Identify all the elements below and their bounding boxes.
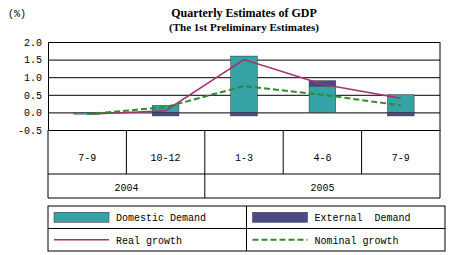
y-axis: -0.5 0.0 0.5 1.0 1.5 2.0 [18,38,440,137]
x-tick-label: 7-9 [78,153,96,164]
x-tick: 4-6 [313,153,331,164]
frame-line [48,130,49,198]
bar [231,56,258,112]
plot-area [74,56,414,116]
y-tick-label: 1.5 [24,55,42,66]
grid-line [48,42,440,43]
x-tick-label: 4-6 [313,153,331,164]
y-tick-label: 0.5 [24,91,42,102]
category-frame [48,130,440,198]
y-axis-line [49,43,441,131]
x-tick: 10-12 [151,153,181,164]
frame-line [48,198,440,199]
group-label: 2004 [114,183,138,194]
legend-swatch [253,212,308,222]
frame-line [204,130,205,198]
legend-divider [48,228,445,229]
legend-item: Nominal growth [253,236,399,247]
frame-line [361,130,362,174]
y-tick-label: 0.0 [24,108,42,119]
bar-series [74,56,414,114]
grid-line [48,130,440,131]
x-axis-line [49,130,441,131]
bar [309,86,336,112]
frame-line [48,174,440,175]
plot-frame [440,42,441,130]
x-tick: 7-9 [78,153,96,164]
bar-series [152,81,414,116]
frame-line [126,130,127,174]
legend-label: Domestic Demand [116,213,206,224]
bar [231,112,258,116]
subtitle: (The 1st Preliminary Estimates) [169,21,319,34]
legend-item: Domestic Demand [54,212,206,224]
line [87,86,401,114]
legend-item: Real growth [54,236,182,247]
y-tick-label: 1.0 [24,73,42,84]
title: Quarterly Estimates of GDP [171,6,317,20]
y-tick-label: 2.0 [24,38,42,49]
legend-label: Nominal growth [315,236,399,247]
y-tick-label: -0.5 [18,126,42,137]
chart: Quarterly Estimates of GDP(The 1st Preli… [0,0,449,255]
legend: Domestic Demand External Demand Real growt… [48,206,445,251]
y-tick: 2.0 [24,38,440,49]
legend-box [48,206,445,251]
frame-line [440,130,441,198]
legend-swatch [54,212,109,222]
legend-swatch [54,239,109,241]
legend-label: External Demand [315,213,411,224]
x-axis: 7-9 10-12 1-3 4-6 7-9 [49,131,441,165]
legend-label: Real growth [116,236,182,247]
legend-item: External Demand [253,212,411,224]
x-tick: 7-9 [392,153,410,164]
y-tick: -0.5 [18,126,440,137]
legend-swatch [253,239,308,241]
group-label: 2005 [310,183,334,194]
frame-line [283,130,284,174]
x-tick: 1-3 [235,153,253,164]
y-axis-label: (%) [8,9,26,20]
x-tick-label: 10-12 [151,153,181,164]
bar [387,112,414,116]
line [87,60,401,115]
x-tick-label: 7-9 [392,153,410,164]
x-tick-label: 1-3 [235,153,253,164]
bar [152,112,179,116]
